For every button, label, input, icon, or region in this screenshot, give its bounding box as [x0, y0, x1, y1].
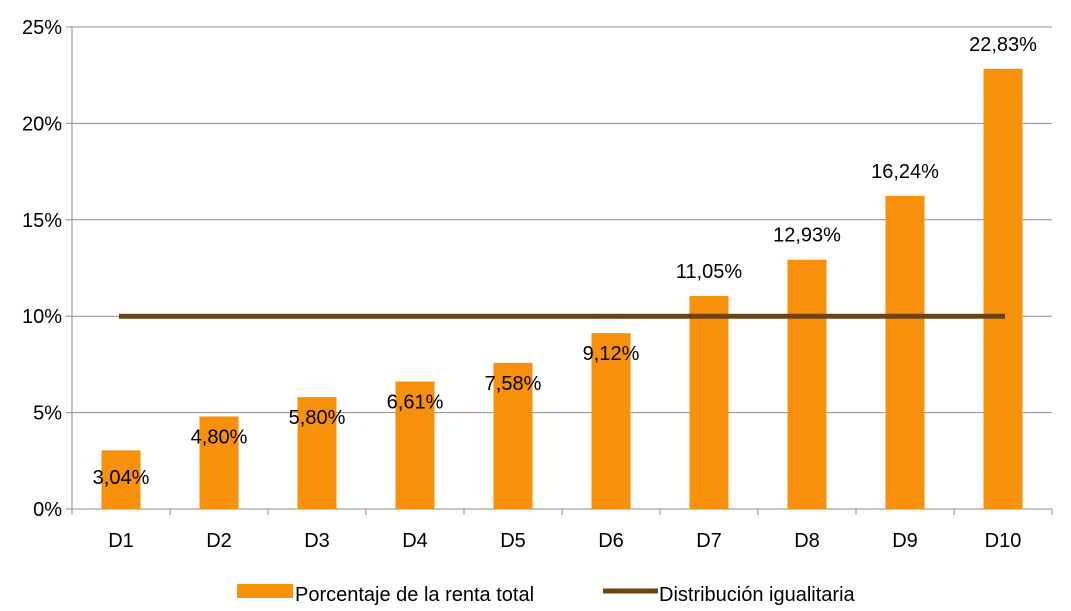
bar-d8 [787, 259, 827, 509]
bar-d2 [199, 416, 239, 509]
x-tick-label-d7: D7 [696, 530, 722, 552]
x-tick-label-d8: D8 [794, 530, 820, 552]
data-label-d7: 11,05% [676, 261, 743, 283]
x-tick-label-d10: D10 [985, 530, 1022, 552]
bar-d7 [689, 295, 729, 509]
bar-d3 [297, 397, 337, 509]
data-label-d6: 9,12% [583, 343, 640, 365]
bar-d4 [395, 381, 435, 509]
bars [101, 68, 1023, 510]
legend-label-line: Distribución igualitaria [659, 584, 856, 606]
y-tick-label: 15% [22, 210, 62, 232]
data-label-d10: 22,83% [969, 34, 1037, 56]
y-tick-label: 20% [22, 113, 62, 135]
data-label-d4: 6,61% [387, 392, 444, 414]
data-label-d3: 5,80% [289, 407, 346, 429]
x-tick-label-d5: D5 [500, 530, 526, 552]
data-label-d5: 7,58% [485, 373, 542, 395]
data-label-d9: 16,24% [871, 161, 939, 183]
x-tick-label-d4: D4 [402, 530, 428, 552]
legend: Porcentaje de la renta total Distribución… [237, 584, 856, 606]
bar-d9 [885, 195, 925, 509]
x-tick-label-d9: D9 [892, 530, 918, 552]
data-label-d1: 3,04% [93, 467, 150, 489]
data-label-d2: 4,80% [191, 426, 248, 448]
bar-d10 [983, 68, 1023, 510]
y-tick-label: 10% [22, 306, 62, 328]
y-tick-label: 5% [33, 403, 62, 425]
x-tick-label-d1: D1 [108, 530, 134, 552]
x-tick-label-d6: D6 [598, 530, 624, 552]
data-label-d8: 12,93% [773, 225, 841, 247]
x-tick-label-d2: D2 [206, 530, 232, 552]
y-tick-label: 0% [33, 499, 62, 521]
bar-d1 [101, 450, 141, 509]
x-tick-label-d3: D3 [304, 530, 330, 552]
legend-label-bar: Porcentaje de la renta total [295, 584, 534, 606]
legend-swatch-bar [237, 584, 293, 598]
bar-d5 [493, 362, 533, 509]
y-tick-label: 25% [22, 17, 62, 39]
bar-d6 [591, 333, 631, 509]
data-labels: 3,04% 4,80% 5,80% 6,61% 7,58% 9,12% 11,05% 12,9… [93, 34, 1037, 489]
